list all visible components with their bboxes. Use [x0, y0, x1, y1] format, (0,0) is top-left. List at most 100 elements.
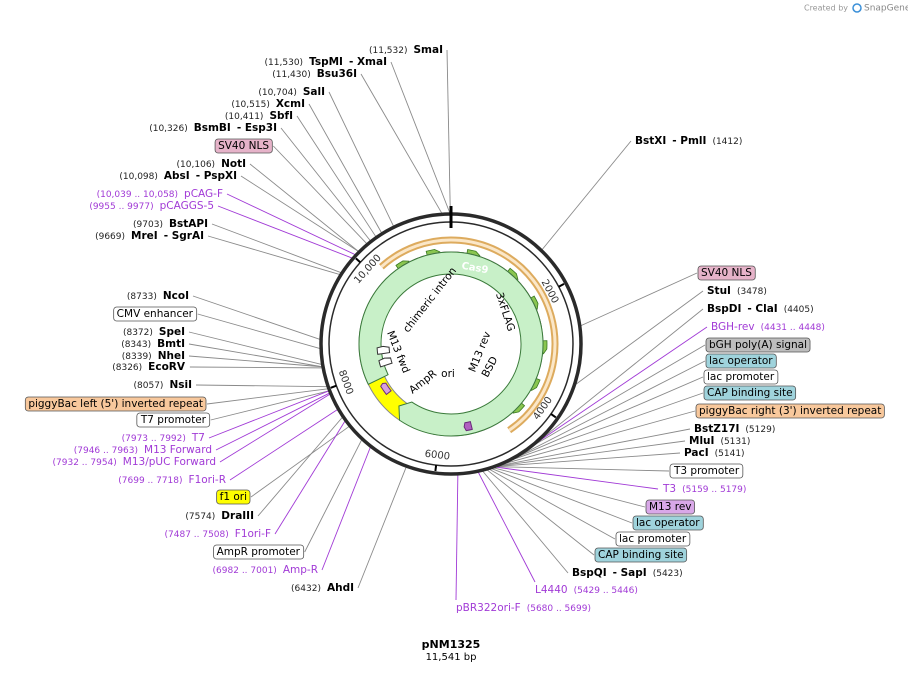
annotation-label: (8326) EcoRV [112, 361, 186, 373]
enzyme-annotation: (10,106) NotI [177, 158, 246, 170]
ring-label: 10,000 [352, 253, 384, 286]
name-label: F1ori-F [235, 528, 271, 540]
connector [482, 470, 569, 574]
primer-annotation: L4440 (5429 .. 5446) [535, 584, 638, 596]
connector [491, 468, 633, 524]
connector [210, 390, 329, 421]
feature-box [136, 412, 211, 428]
plasmid-length: 11,541 bp [426, 652, 477, 663]
annotation-label: pBR322ori-F (5680 .. 5699) [456, 602, 591, 614]
connector [217, 205, 353, 259]
name-label: SalI [303, 86, 325, 98]
annotation-label: (10,106) NotI [177, 158, 246, 170]
annotation-label: piggyBac right (3') inverted repeat [699, 405, 881, 417]
connector [240, 175, 359, 252]
connector [274, 420, 346, 535]
name-label: StuI [707, 285, 731, 297]
feature-annotation: lac promoter [615, 531, 691, 547]
enzyme-annotation: (10,326) BsmBI - Esp3I [149, 122, 277, 134]
enzyme-annotation: PacI (5141) [684, 447, 745, 459]
connector [296, 115, 377, 237]
feature-annotation: lac operator [632, 515, 704, 531]
annotation-label: bGH poly(A) signal [709, 339, 807, 351]
position-label: (1412) [712, 137, 742, 147]
name-label: lac operator [709, 355, 773, 367]
position-label: (9703) [133, 220, 163, 230]
feature-annotation: SV40 NLS [214, 138, 273, 154]
feature-annotation: lac promoter [703, 369, 779, 385]
position-label: (7699 .. 7718) [118, 476, 182, 486]
enzyme-annotation: (11,530) TspMI - XmaI [265, 56, 387, 68]
connector [512, 392, 704, 461]
connector [540, 308, 704, 441]
position-label: (6432) [291, 584, 321, 594]
connector [192, 295, 321, 340]
feature-annotation: T3 promoter [669, 463, 744, 479]
feature-box [705, 353, 777, 369]
name-label: NcoI [163, 290, 189, 302]
feature-annotation: CAP binding site [703, 385, 797, 401]
annotation-label: (8057) NsiI [134, 379, 192, 391]
position-label: (5429 .. 5446) [574, 586, 638, 596]
enzyme-annotation: (9703) BstAPI [133, 218, 208, 230]
name-label: - PmlI [672, 135, 706, 147]
annotation-label: CAP binding site [598, 549, 684, 561]
position-label: (5680 .. 5699) [527, 604, 591, 614]
annotation-label: BGH-rev (4431 .. 4448) [711, 321, 825, 333]
name-label: MluI [689, 435, 714, 447]
connector [226, 193, 356, 256]
annotation-label: (8339) NheI [122, 350, 185, 362]
enzyme-annotation: (8372) SpeI [123, 326, 185, 338]
annotation-label: piggyBac left (5') inverted repeat [28, 398, 203, 410]
annotation-label: SV40 NLS [218, 140, 269, 152]
name-label: lac promoter [619, 533, 687, 545]
small-features-right [463, 421, 473, 432]
annotation-label: (7932 .. 7954) M13/pUC Forward [53, 456, 216, 468]
position-label: (7973 .. 7992) [122, 434, 186, 444]
enzyme-annotation: BstZ17I (5129) [694, 423, 775, 435]
name-label: TspMI [309, 56, 343, 68]
position-label: (11,532) [369, 46, 408, 56]
feature-box [213, 544, 305, 560]
connector [455, 474, 459, 601]
connector [499, 428, 691, 466]
feature-box [24, 396, 207, 412]
name-label: M13 Forward [144, 444, 212, 456]
name-label: CAP binding site [707, 387, 793, 399]
connector [493, 467, 646, 508]
name-label: piggyBac left (5') inverted repeat [28, 398, 203, 410]
connector [477, 471, 536, 583]
ring-tick [550, 413, 557, 419]
connector-layer [188, 49, 708, 601]
annotation-label: M13 rev [649, 501, 692, 513]
ring-tick [355, 257, 362, 264]
feature-annotation: AmpR promoter [213, 544, 305, 560]
feature-box [214, 138, 273, 154]
name-label: F1ori-R [189, 474, 226, 486]
name-label: BmtI [157, 338, 185, 350]
name-label: BstZ17I [694, 423, 739, 435]
enzyme-annotation: (8326) EcoRV [112, 361, 186, 373]
name-label: - XmaI [349, 56, 387, 68]
name-label: BspQI [572, 567, 607, 579]
position-label: (7487 .. 7508) [165, 530, 229, 540]
position-label: (10,106) [177, 160, 216, 170]
name-label: pBR322ori-F [456, 602, 521, 614]
annotation-label: lac operator [636, 517, 700, 529]
annotation-label: (7946 .. 7963) M13 Forward [74, 444, 212, 456]
name-label: PacI [684, 447, 709, 459]
annotation-label: T3 promoter [673, 465, 740, 477]
annotation-label: (10,411) SbfI [225, 110, 293, 122]
position-label: (4405) [784, 305, 814, 315]
feature-annotation: f1 ori [216, 489, 251, 505]
enzyme-annotation: BspDI - ClaI (4405) [707, 303, 814, 315]
enzyme-annotation: (11,532) SmaI [369, 44, 443, 56]
enzyme-annotation: (8733) NcoI [127, 290, 189, 302]
name-label: - SapI [613, 567, 647, 579]
feature-box [645, 499, 695, 515]
connector [534, 344, 706, 445]
feature-box [669, 463, 744, 479]
name-label: T7 promoter [140, 414, 207, 426]
name-label: BstXI [635, 135, 666, 147]
connector [250, 426, 350, 498]
